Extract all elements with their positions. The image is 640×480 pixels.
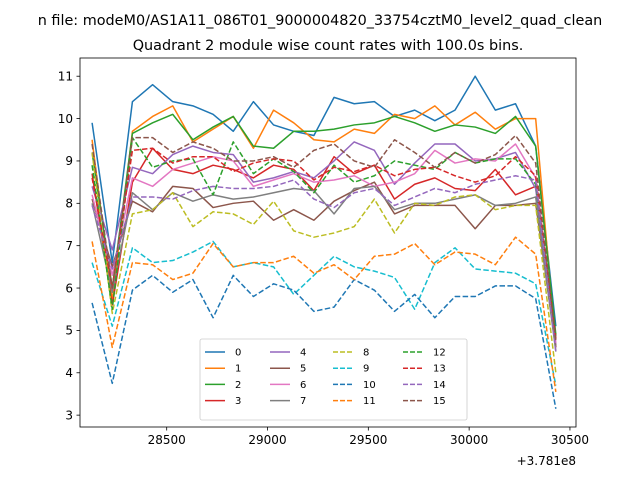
x-tick-label: 29000 [248, 433, 286, 447]
suptitle: n file: modeM0/AS1A11_086T01_9000004820_… [38, 13, 603, 29]
legend-label-15: 15 [433, 396, 446, 407]
legend-label-4: 4 [300, 348, 306, 359]
y-tick-label: 6 [65, 281, 73, 295]
legend-label-13: 13 [433, 364, 446, 375]
legend-label-7: 7 [300, 396, 306, 407]
series-line-13 [91, 147, 557, 339]
series-line-5 [91, 181, 557, 348]
x-offset-text: +3.781e8 [517, 454, 576, 468]
legend-frame [199, 338, 468, 421]
legend-label-11: 11 [363, 396, 376, 407]
y-tick-label: 9 [65, 154, 73, 168]
legend-label-2: 2 [235, 380, 241, 391]
x-tick-label: 30000 [450, 433, 488, 447]
series-line-2 [91, 113, 557, 335]
y-tick-label: 8 [65, 197, 73, 211]
legend-label-6: 6 [300, 380, 306, 391]
series-line-8 [91, 152, 557, 373]
series-line-3 [91, 147, 557, 339]
series-line-6 [91, 143, 557, 344]
x-tick-label: 29500 [349, 433, 387, 447]
series-line-1 [91, 105, 557, 348]
y-tick-label: 4 [65, 366, 73, 380]
x-tick-label: 30500 [551, 433, 589, 447]
legend-label-0: 0 [235, 348, 241, 359]
legend-label-5: 5 [300, 364, 306, 375]
y-tick-label: 3 [65, 408, 73, 422]
plot-lines [91, 75, 557, 409]
legend-label-3: 3 [235, 396, 241, 407]
legend-label-1: 1 [235, 364, 241, 375]
y-tick-label: 7 [65, 239, 73, 253]
axes-frame [79, 57, 577, 428]
chart-title: Quadrant 2 module wise count rates with … [133, 38, 524, 54]
legend-label-10: 10 [363, 380, 376, 391]
series-line-10 [91, 274, 557, 409]
legend-label-8: 8 [363, 348, 369, 359]
series-line-4 [91, 141, 557, 346]
legend-label-14: 14 [433, 380, 446, 391]
y-tick-label: 10 [58, 112, 73, 126]
series-line-11 [91, 236, 557, 392]
y-tick-label: 11 [58, 70, 73, 84]
series-line-15 [91, 134, 557, 342]
x-tick-label: 28500 [148, 433, 186, 447]
series-line-14 [91, 175, 557, 352]
series-line-0 [91, 75, 557, 327]
series-line-9 [91, 240, 557, 386]
y-tick-label: 5 [65, 324, 73, 338]
legend-label-12: 12 [433, 348, 446, 359]
series-line-12 [91, 136, 557, 337]
legend-label-9: 9 [363, 364, 369, 375]
